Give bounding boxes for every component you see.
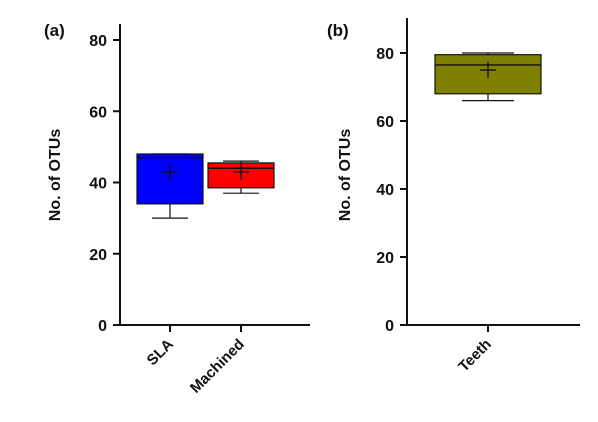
panel-b-x-tick-label-teeth: Teeth xyxy=(455,336,495,376)
panel-b-y-tick-label-80: 80 xyxy=(376,46,394,63)
panel-a-x-tick-label-sla: SLA xyxy=(144,336,177,369)
panel-b-y-axis-label: No. of OTUs xyxy=(337,129,354,222)
panel-b-y-tick-label-20: 20 xyxy=(376,250,394,267)
panel-a-box-machined xyxy=(207,160,275,194)
panel-b-box-teeth xyxy=(434,52,542,102)
panel-a-y-tick-label-40: 40 xyxy=(89,176,107,193)
panel-a: (a) No. of OTUs 0 20 40 60 80 SLA Machined xyxy=(44,21,310,397)
panel-b-y-tick-label-40: 40 xyxy=(376,182,394,199)
panel-a-label: (a) xyxy=(44,21,65,40)
panel-a-x-tick-label-machined: Machined xyxy=(187,336,248,397)
panel-b: (b) No. of OTUs 0 20 40 60 80 Teeth xyxy=(327,18,580,375)
panel-b-label: (b) xyxy=(327,21,349,40)
panel-a-y-axis-label: No. of OTUs xyxy=(47,129,64,222)
panel-b-y-tick-label-60: 60 xyxy=(376,114,394,131)
panel-a-y-tick-label-80: 80 xyxy=(89,33,107,50)
panel-a-box-sla xyxy=(136,153,204,219)
panel-a-y-tick-label-0: 0 xyxy=(98,318,107,335)
panel-a-y-tick-label-20: 20 xyxy=(89,247,107,264)
panel-a-y-tick-label-60: 60 xyxy=(89,104,107,121)
panel-b-y-tick-label-0: 0 xyxy=(385,318,394,335)
